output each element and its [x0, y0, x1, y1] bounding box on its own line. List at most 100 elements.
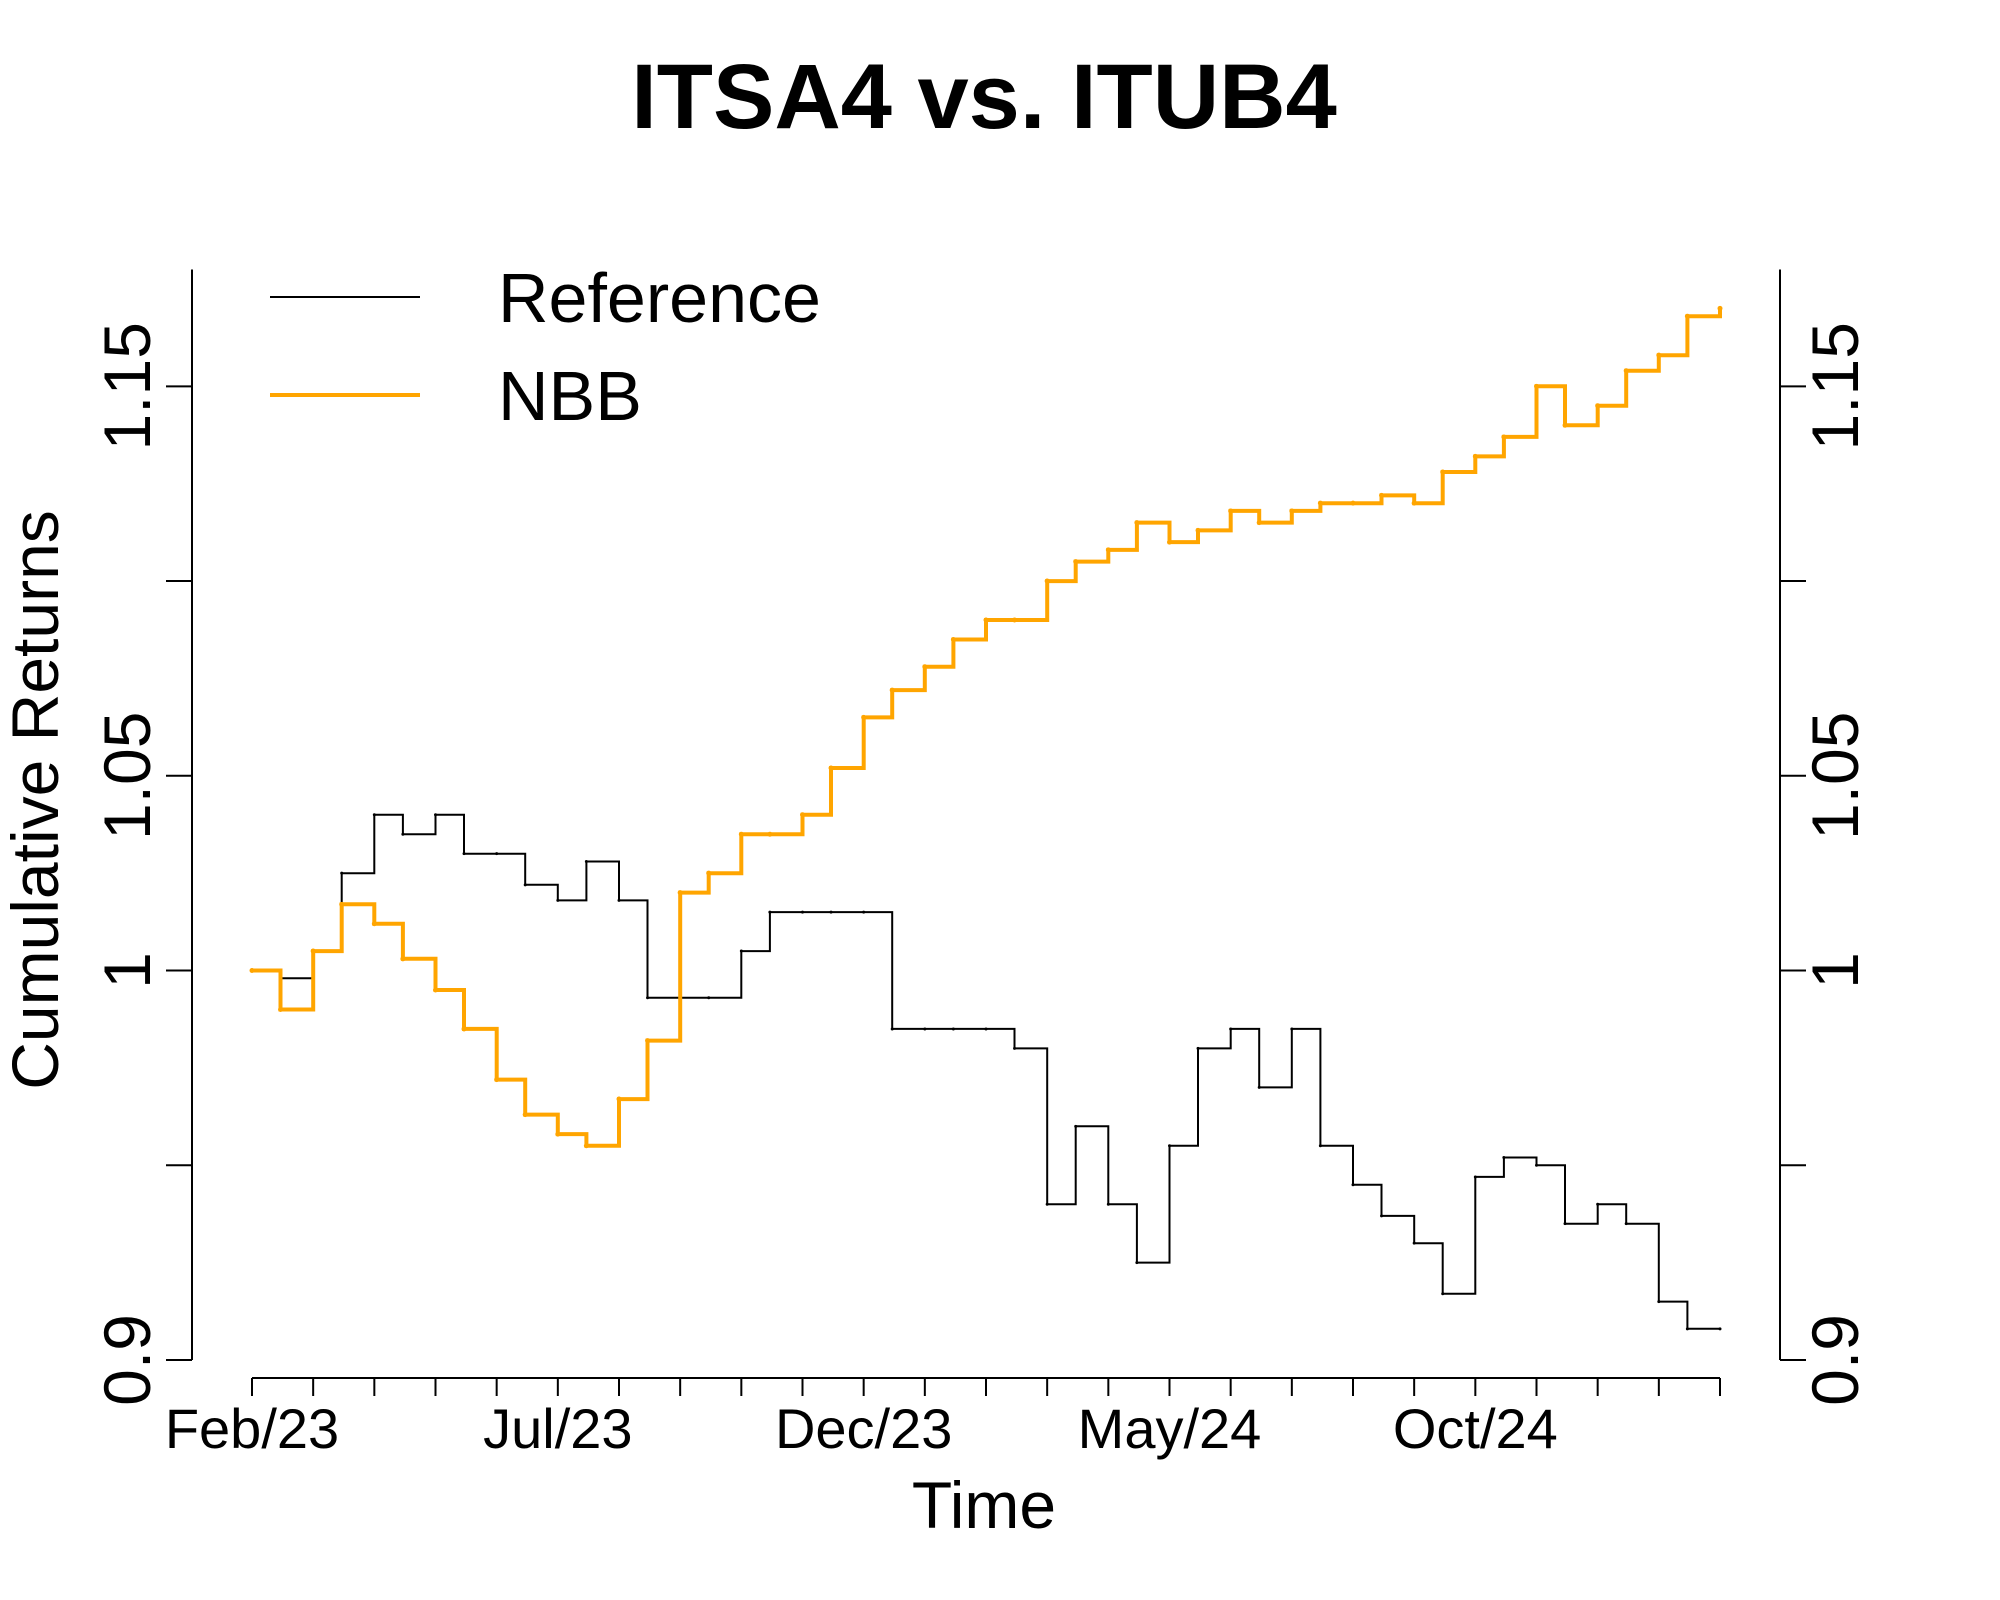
series-point-reference	[1596, 1202, 1600, 1206]
series-point-nbb	[983, 617, 989, 623]
legend-label-nbb: NBB	[498, 357, 642, 435]
y-tick-label-left: 0.9	[90, 1314, 164, 1406]
series-point-reference	[372, 813, 376, 817]
series-point-nbb	[950, 636, 956, 642]
y-tick-label-left: 1.05	[90, 712, 164, 840]
series-point-reference	[1290, 1027, 1294, 1031]
series-line-nbb	[252, 308, 1722, 1148]
series-point-reference	[1013, 1046, 1017, 1050]
series-point-nbb	[1501, 434, 1507, 440]
series-point-nbb	[1595, 403, 1601, 409]
series-point-nbb	[1228, 508, 1234, 514]
series-point-reference	[768, 910, 772, 914]
series-point-reference	[1045, 1202, 1049, 1206]
series-point-reference	[1473, 1175, 1477, 1179]
series-point-nbb	[767, 831, 773, 837]
series-point-nbb	[555, 1131, 561, 1137]
series-point-nbb	[1411, 500, 1417, 506]
series-point-nbb	[1073, 559, 1079, 565]
series-point-reference	[1135, 1261, 1139, 1265]
series-point-reference	[984, 1027, 988, 1031]
series-point-reference	[1196, 1046, 1200, 1050]
series-point-nbb	[339, 901, 345, 907]
series-point-nbb	[1656, 352, 1662, 358]
series-point-reference	[617, 898, 621, 902]
series-point-nbb	[1012, 617, 1018, 623]
series-point-nbb	[1256, 520, 1262, 526]
series-point-nbb	[249, 968, 255, 974]
series-point-nbb	[522, 1112, 528, 1118]
legend-label-reference: Reference	[498, 259, 821, 337]
y-tick-label-right: 1.15	[1798, 322, 1872, 450]
series-point-reference	[1535, 1163, 1538, 1167]
series-point-nbb	[861, 714, 867, 720]
series-point-nbb	[645, 1038, 651, 1044]
series-point-nbb	[1350, 500, 1356, 506]
series-point-reference	[890, 1027, 894, 1031]
series-point-reference	[1502, 1155, 1506, 1159]
series-point-nbb	[1562, 422, 1568, 428]
series-point-nbb	[1105, 547, 1111, 553]
series-point-nbb	[889, 687, 895, 693]
series-point-reference	[1106, 1202, 1110, 1206]
series-point-nbb	[1472, 453, 1478, 459]
series-point-reference	[1074, 1124, 1078, 1128]
series-point-nbb	[433, 987, 438, 993]
series-point-nbb	[1134, 520, 1140, 526]
y-tick-label-right: 0.9	[1798, 1314, 1872, 1406]
x-tick-label: Jul/23	[483, 1397, 632, 1460]
series-point-reference	[1168, 1144, 1171, 1148]
y-tick-label-right: 1.05	[1798, 712, 1872, 840]
series-point-nbb	[706, 870, 712, 876]
axes: 0.9 0.9 1 1 1.05 1.05 1.15 1.15 Feb/23 Jul/23 Dec/…	[90, 269, 1872, 1460]
series-point-nbb	[922, 664, 928, 670]
series-point-reference	[495, 852, 499, 856]
series-point-reference	[646, 996, 650, 1000]
series-point-nbb	[400, 956, 406, 962]
series-point-nbb	[371, 921, 377, 927]
series-point-reference	[1657, 1300, 1661, 1304]
y-tick-label-right: 1	[1798, 952, 1872, 989]
series-point-reference	[556, 898, 560, 902]
series-point-nbb	[1684, 313, 1690, 319]
series-point-nbb	[1289, 508, 1295, 514]
series-point-nbb	[677, 890, 683, 896]
series-point-nbb	[1379, 492, 1385, 498]
y-tick-label-left: 1.15	[90, 322, 164, 450]
x-tick-label: Feb/23	[165, 1397, 339, 1460]
series-point-reference	[340, 871, 344, 875]
series-point-nbb	[1623, 368, 1629, 374]
series-point-reference	[1412, 1241, 1416, 1245]
series-point-nbb	[616, 1096, 622, 1102]
y-tick-label-left: 1	[90, 952, 164, 989]
series-point-reference	[1257, 1085, 1261, 1089]
series-point-nbb	[738, 831, 744, 837]
series-point-reference	[1351, 1183, 1355, 1187]
series-point-reference	[401, 832, 405, 836]
series-point-nbb	[278, 1006, 284, 1012]
series-point-nbb	[1317, 500, 1323, 506]
series-point-reference	[523, 883, 527, 887]
series-point-reference	[1441, 1292, 1445, 1296]
series-point-reference	[1624, 1222, 1628, 1226]
chart-title: ITSA4 vs. ITUB4	[631, 46, 1337, 148]
series-point-reference	[584, 859, 588, 863]
series-point-reference	[1318, 1144, 1322, 1148]
series-point-reference	[1229, 1027, 1233, 1031]
series-point-nbb	[310, 948, 316, 954]
x-axis-label: Time	[912, 1468, 1056, 1542]
series-point-reference	[923, 1027, 927, 1031]
series-point-reference	[462, 852, 466, 856]
series-layer	[249, 305, 1723, 1331]
series-point-reference	[829, 910, 833, 914]
series-point-nbb	[461, 1026, 467, 1032]
x-tick-label: May/24	[1078, 1397, 1262, 1460]
series-point-nbb	[494, 1077, 500, 1083]
series-point-reference	[1685, 1327, 1689, 1331]
y-axis-label: Cumulative Returns	[0, 510, 72, 1090]
series-point-reference	[739, 949, 743, 953]
series-point-reference	[862, 910, 866, 914]
x-tick-label: Dec/23	[775, 1397, 952, 1460]
series-point-nbb	[1195, 527, 1201, 533]
